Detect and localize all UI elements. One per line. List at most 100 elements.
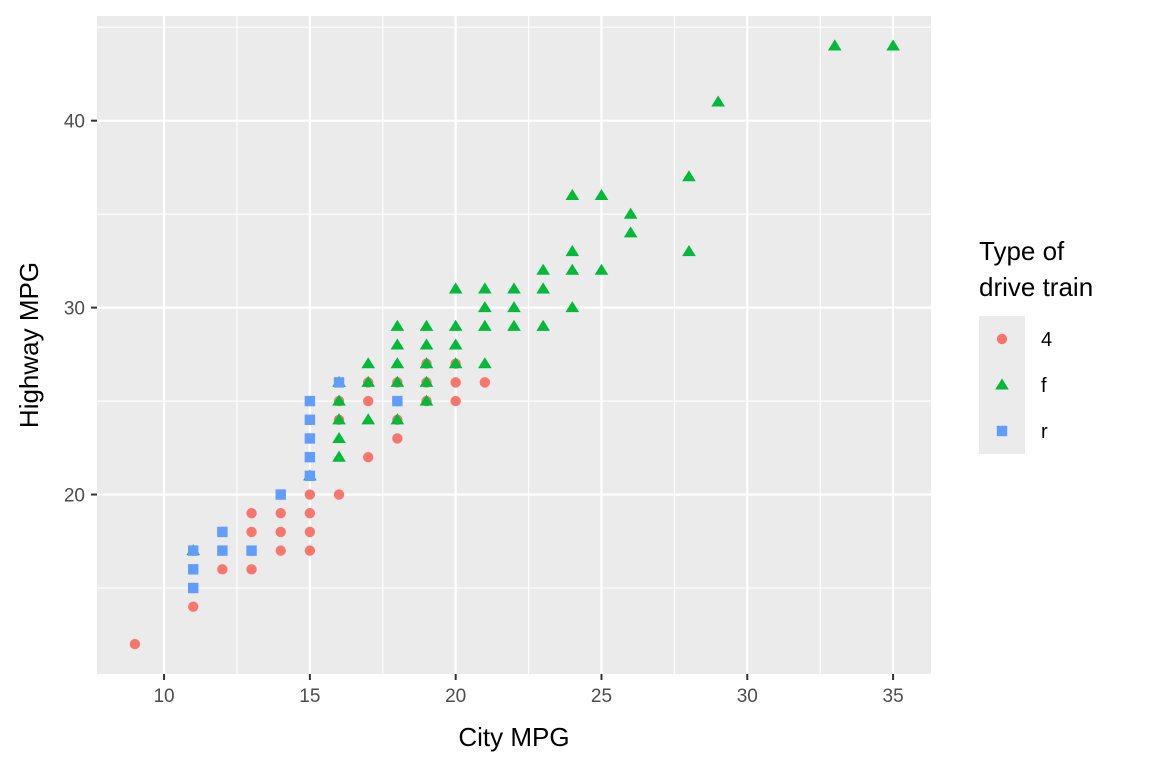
y-tick-label: 30 [64, 299, 85, 320]
legend-label-r: r [1041, 421, 1048, 443]
data-point-f [419, 394, 434, 406]
data-point-4 [275, 545, 286, 556]
data-point-f [332, 431, 346, 444]
y-tick-label: 40 [64, 112, 85, 133]
x-tick-label: 15 [299, 686, 320, 707]
data-point-f [536, 263, 550, 275]
y-axis-title: Highway MPG [14, 262, 44, 428]
data-point-f [361, 375, 376, 387]
data-point-f [390, 375, 405, 387]
data-point-f [419, 357, 434, 369]
data-point-4 [275, 526, 286, 538]
legend-key-r [996, 425, 1008, 437]
data-point-r [188, 545, 199, 556]
data-point-4 [392, 433, 403, 444]
data-point-f [419, 319, 434, 331]
data-point-r [188, 564, 199, 575]
data-point-r [304, 451, 316, 463]
data-point-f [361, 357, 376, 369]
data-point-f [448, 319, 463, 331]
data-point-f [507, 282, 521, 294]
data-point-4 [304, 489, 316, 500]
data-point-r [392, 395, 403, 407]
legend-title-line-2: drive train [979, 272, 1093, 302]
y-axis: 20 30 40 [64, 112, 97, 507]
data-point-f [886, 39, 900, 51]
data-point-f [332, 413, 346, 425]
data-point-4 [217, 564, 228, 575]
legend: Type of drive train 4 f r [979, 236, 1093, 454]
data-point-f [478, 301, 492, 313]
data-point-4 [450, 377, 461, 388]
x-axis-title: City MPG [458, 722, 569, 752]
data-point-f [507, 301, 521, 313]
data-point-r [188, 582, 199, 594]
data-point-f [536, 282, 550, 294]
data-point-f [419, 375, 434, 387]
data-point-r [217, 545, 228, 556]
data-point-4 [304, 545, 316, 556]
data-point-f [623, 207, 638, 219]
plot-panel [97, 16, 931, 674]
legend-label-4: 4 [1041, 329, 1052, 351]
minor-grid [97, 16, 931, 674]
data-point-f [594, 188, 609, 201]
data-point-4 [275, 508, 286, 519]
data-point-4 [479, 377, 491, 388]
data-point-r [217, 526, 228, 538]
data-point-f [565, 301, 580, 313]
data-point-4 [304, 508, 316, 519]
x-tick-label: 25 [591, 686, 612, 707]
data-point-r [304, 470, 316, 482]
data-point-f [390, 338, 405, 350]
data-point-r [333, 377, 345, 388]
x-tick-label: 30 [737, 686, 758, 707]
data-point-f [711, 95, 725, 107]
x-axis: 10 15 20 25 30 35 [153, 674, 904, 707]
data-point-f [682, 170, 696, 182]
data-point-f [448, 282, 463, 294]
data-point-4 [450, 395, 461, 407]
data-point-f [419, 338, 434, 350]
data-point-r [275, 489, 286, 500]
legend-key-4 [996, 333, 1008, 345]
data-point-4 [304, 526, 316, 538]
data-point-f [478, 357, 492, 369]
data-point-f [390, 319, 405, 331]
x-tick-label: 10 [153, 686, 174, 707]
data-point-4 [246, 508, 257, 519]
data-point-f [390, 357, 405, 369]
y-tick-label: 20 [64, 486, 85, 507]
data-point-f [594, 263, 609, 275]
data-point-4 [362, 395, 374, 407]
data-points [129, 39, 900, 650]
legend-title-line-1: Type of [979, 236, 1065, 266]
data-point-4 [246, 526, 257, 538]
data-point-r [304, 433, 316, 444]
data-point-f [478, 282, 492, 294]
data-point-f [827, 39, 842, 51]
data-point-f [565, 245, 580, 257]
data-point-f [623, 226, 638, 238]
data-point-r [304, 414, 316, 425]
data-point-f [536, 319, 550, 331]
legend-label-f: f [1041, 375, 1047, 397]
data-point-f [448, 338, 463, 350]
data-point-f [448, 357, 463, 369]
data-point-f [565, 188, 580, 201]
data-point-f [332, 394, 346, 406]
data-point-4 [246, 564, 257, 575]
data-point-f [478, 319, 492, 331]
data-point-f [390, 413, 405, 425]
data-point-f [682, 245, 696, 257]
data-point-f [507, 319, 521, 331]
data-point-4 [188, 601, 199, 612]
data-point-r [246, 545, 257, 556]
data-point-4 [129, 638, 141, 650]
data-point-4 [333, 489, 345, 500]
data-point-f [361, 413, 376, 425]
data-point-r [304, 395, 316, 407]
data-point-4 [362, 451, 374, 463]
x-tick-label: 35 [883, 686, 904, 707]
